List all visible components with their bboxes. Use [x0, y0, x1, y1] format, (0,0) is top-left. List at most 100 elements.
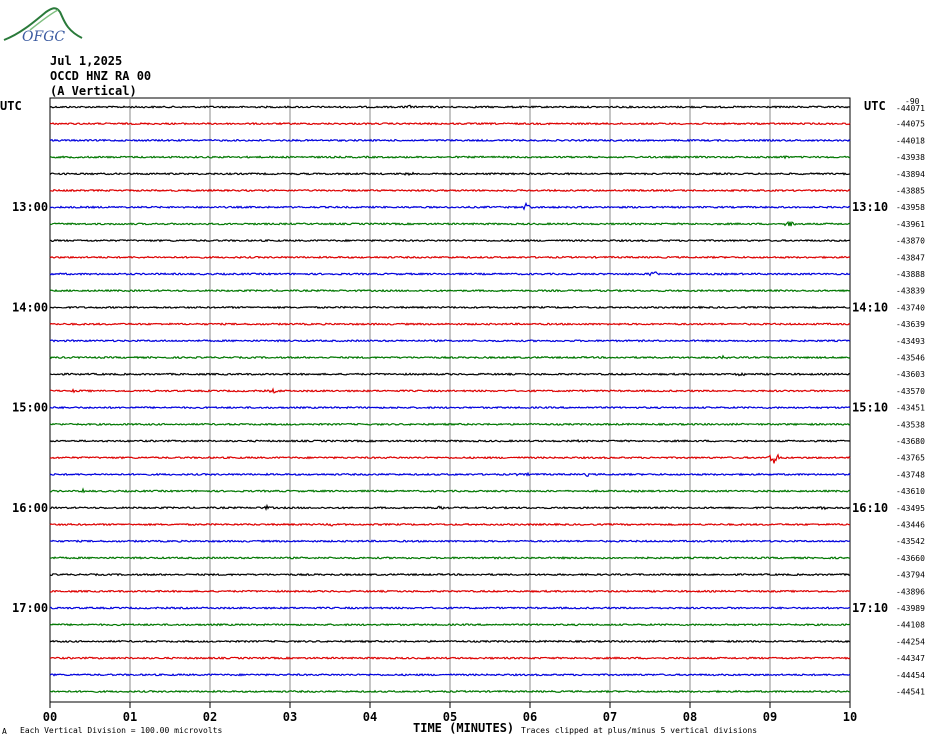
- trace-offset-label: -43765: [896, 454, 925, 463]
- left-time-labels: 13:00 14:00 15:00 16:00 17:00: [12, 200, 48, 615]
- traces: [49, 104, 851, 694]
- trace-19: [49, 422, 851, 427]
- left-time-label: 16:00: [12, 501, 48, 515]
- footer-division: Each Vertical Division = 100.00 microvol…: [20, 726, 222, 735]
- trace-offset-label: -43748: [896, 470, 925, 479]
- trace-10: [49, 271, 851, 277]
- trace-15: [49, 354, 851, 360]
- trace-offset-label: -43894: [896, 170, 925, 179]
- trace-6: [49, 201, 851, 211]
- trace-offset-label: -43839: [896, 287, 925, 296]
- trace-offset-label: -44108: [896, 621, 925, 630]
- trace-18: [49, 405, 851, 410]
- right-time-label: 15:10: [852, 401, 888, 415]
- x-axis-title: TIME (MINUTES): [413, 721, 514, 735]
- trace-7: [49, 220, 851, 227]
- left-time-label: 17:00: [12, 601, 48, 615]
- trace-offset-label: -43888: [896, 270, 925, 279]
- x-tick-label: 05: [443, 710, 457, 724]
- trace-32: [49, 639, 851, 644]
- trace-offset-label: -43938: [896, 153, 925, 162]
- x-tick-label: 04: [363, 710, 377, 724]
- trace-offset-label: -43570: [896, 387, 925, 396]
- x-tick-label: 02: [203, 710, 217, 724]
- trace-21: [49, 453, 851, 464]
- trace-offset-label: -43639: [896, 320, 925, 329]
- trace-offset-label: -43961: [896, 220, 925, 229]
- trace-12: [49, 305, 851, 310]
- trace-offset-label: -43794: [896, 571, 925, 580]
- trace-offset-label: -43610: [896, 487, 925, 496]
- footer-mark: A: [2, 727, 7, 736]
- trace-33: [49, 656, 851, 660]
- left-time-label: 14:00: [12, 300, 48, 314]
- trace-offset-label: -43680: [896, 437, 925, 446]
- vertical-grid: [129, 98, 771, 702]
- trace-17: [49, 387, 851, 394]
- trace-offset-label: -43542: [896, 537, 925, 546]
- trace-5: [49, 188, 851, 193]
- trace-29: [49, 589, 851, 594]
- trace-34: [49, 672, 851, 677]
- left-time-label: 15:00: [12, 401, 48, 415]
- trace-2: [49, 138, 851, 143]
- trace-35: [49, 689, 851, 694]
- x-tick-label: 00: [43, 710, 57, 724]
- trace-offset-label: -43603: [896, 370, 925, 379]
- logo-text: OFGC: [22, 29, 65, 45]
- right-time-label: 14:10: [852, 300, 888, 314]
- right-time-label: 17:10: [852, 601, 888, 615]
- trace-offset-label: -43847: [896, 253, 925, 262]
- trace-offset-label: -43740: [896, 303, 925, 312]
- trace-9: [49, 255, 851, 260]
- trace-offset-label: -44454: [896, 671, 925, 680]
- x-tick-label: 06: [523, 710, 537, 724]
- trace-offset-label: -43493: [896, 337, 925, 346]
- header-station: OCCD HNZ RA 00: [50, 69, 151, 83]
- left-utc-label: UTC: [0, 99, 22, 113]
- x-tick-label: 01: [123, 710, 137, 724]
- trace-offset-label: -44254: [896, 637, 925, 646]
- trace-offset-labels: -44071 -44075 -44018 -43938 -43894 -43885 -439…: [896, 104, 925, 697]
- trace-offset-label: -43896: [896, 587, 925, 596]
- trace-26: [49, 539, 851, 543]
- header-date: Jul 1,2025: [50, 54, 122, 68]
- trace-offset-label: -43870: [896, 237, 925, 246]
- left-time-label: 13:00: [12, 200, 48, 214]
- trace-0: [49, 104, 851, 109]
- trace-20: [49, 438, 851, 443]
- logo: OFGC: [3, 7, 83, 45]
- trace-offset-label: -43958: [896, 203, 925, 212]
- right-utc-label: UTC: [864, 99, 886, 113]
- trace-offset-label: -43495: [896, 504, 925, 513]
- right-time-labels: 13:10 14:10 15:10 16:10 17:10: [852, 200, 888, 615]
- x-tick-label: 03: [283, 710, 297, 724]
- trace-28: [49, 572, 851, 577]
- trace-23: [49, 487, 851, 494]
- right-top-label: -90: [905, 97, 920, 106]
- trace-offset-label: -44071: [896, 104, 925, 113]
- trace-16: [49, 371, 851, 377]
- trace-offset-label: -44018: [896, 136, 925, 145]
- trace-24: [49, 503, 851, 512]
- logo-swoosh: [3, 7, 83, 41]
- trace-14: [49, 338, 851, 343]
- right-time-label: 16:10: [852, 501, 888, 515]
- trace-offset-label: -43446: [896, 521, 925, 530]
- trace-1: [49, 121, 851, 126]
- x-tick-label: 10: [843, 710, 857, 724]
- trace-offset-label: -44541: [896, 688, 925, 697]
- trace-offset-label: -43989: [896, 604, 925, 613]
- trace-offset-label: -43538: [896, 420, 925, 429]
- trace-25: [49, 522, 851, 527]
- right-time-label: 13:10: [852, 200, 888, 214]
- trace-13: [49, 322, 851, 326]
- trace-30: [49, 606, 851, 610]
- trace-offset-label: -44347: [896, 654, 925, 663]
- trace-22: [49, 471, 851, 477]
- trace-31: [49, 622, 851, 627]
- x-tick-label: 07: [603, 710, 617, 724]
- footer-clipping: Traces clipped at plus/minus 5 vertical …: [521, 726, 757, 735]
- trace-11: [49, 288, 851, 293]
